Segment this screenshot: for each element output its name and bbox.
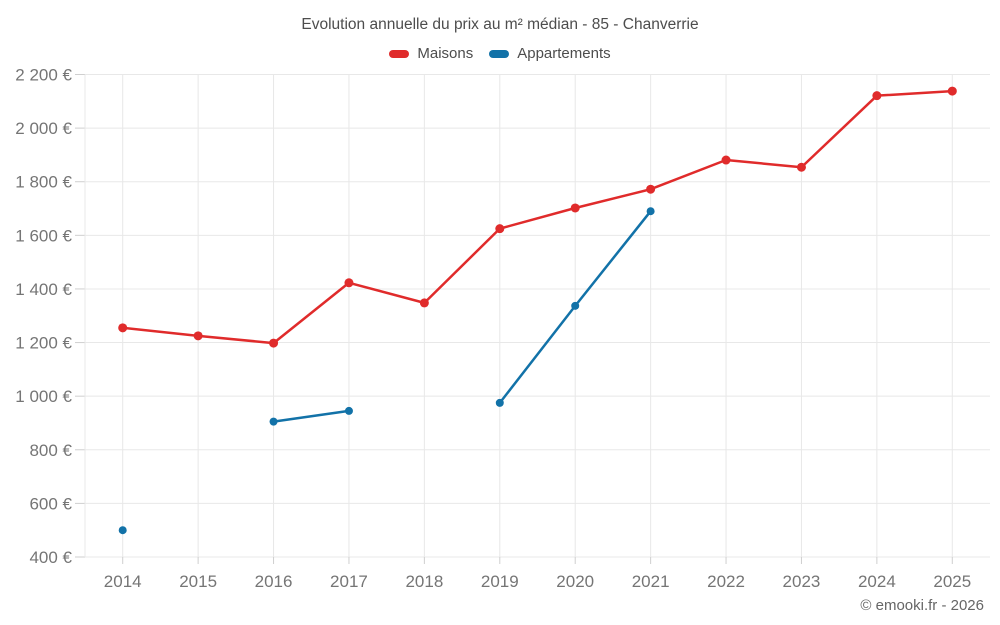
legend: Maisons Appartements: [0, 45, 1000, 62]
attribution: © emooki.fr - 2026: [860, 597, 984, 614]
data-point-appartements-2020[interactable]: [571, 301, 580, 310]
y-tick-label-1600: 1 600 €: [15, 226, 72, 245]
data-point-appartements-2021[interactable]: [646, 207, 655, 216]
y-tick-label-1400: 1 400 €: [15, 280, 72, 299]
y-tick-label-800: 800 €: [29, 441, 72, 460]
x-tick-label-2023: 2023: [783, 572, 821, 591]
data-point-maisons-2019[interactable]: [495, 224, 505, 234]
legend-item-appartements[interactable]: Appartements: [489, 45, 611, 62]
x-tick-label-2016: 2016: [255, 572, 293, 591]
x-tick-label-2024: 2024: [858, 572, 896, 591]
x-tick-label-2025: 2025: [933, 572, 971, 591]
x-tick-label-2021: 2021: [632, 572, 670, 591]
page-title: Evolution annuelle du prix au m² médian …: [301, 16, 699, 33]
data-point-maisons-2021[interactable]: [646, 184, 656, 194]
x-tick-label-2022: 2022: [707, 572, 745, 591]
data-point-maisons-2015[interactable]: [193, 331, 203, 341]
x-tick-label-2019: 2019: [481, 572, 519, 591]
y-tick-label-400: 400 €: [29, 548, 72, 567]
y-tick-label-2200: 2 200 €: [15, 66, 72, 85]
data-point-maisons-2014[interactable]: [118, 323, 128, 333]
x-tick-label-2015: 2015: [179, 572, 217, 591]
legend-label-appartements: Appartements: [517, 45, 611, 62]
legend-label-maisons: Maisons: [417, 45, 474, 62]
y-tick-label-2000: 2 000 €: [15, 119, 72, 138]
x-tick-label-2017: 2017: [330, 572, 368, 591]
data-point-appartements-2014[interactable]: [118, 526, 127, 535]
y-tick-label-1000: 1 000 €: [15, 387, 72, 406]
data-point-maisons-2025[interactable]: [947, 86, 957, 96]
legend-item-maisons[interactable]: Maisons: [389, 45, 473, 62]
data-point-maisons-2018[interactable]: [419, 298, 429, 308]
data-point-appartements-2017[interactable]: [344, 406, 353, 415]
data-point-maisons-2023[interactable]: [796, 162, 806, 172]
series-line-appartements: [272, 409, 351, 423]
series-line-maisons: [121, 89, 954, 345]
y-tick-label-1200: 1 200 €: [15, 334, 72, 353]
data-point-maisons-2020[interactable]: [570, 203, 580, 213]
data-point-maisons-2024[interactable]: [872, 91, 882, 101]
data-point-maisons-2016[interactable]: [269, 338, 279, 348]
legend-swatch-appartements-icon: [489, 49, 510, 58]
x-tick-label-2018: 2018: [405, 572, 443, 591]
data-point-appartements-2019[interactable]: [495, 398, 504, 407]
legend-swatch-maisons-icon: [389, 49, 410, 58]
y-tick-label-600: 600 €: [29, 494, 72, 513]
data-point-appartements-2016[interactable]: [269, 417, 278, 426]
x-tick-label-2014: 2014: [104, 572, 142, 591]
x-tick-label-2020: 2020: [556, 572, 594, 591]
data-point-maisons-2022[interactable]: [721, 155, 731, 165]
data-point-maisons-2017[interactable]: [344, 278, 354, 288]
y-tick-label-1800: 1 800 €: [15, 173, 72, 192]
